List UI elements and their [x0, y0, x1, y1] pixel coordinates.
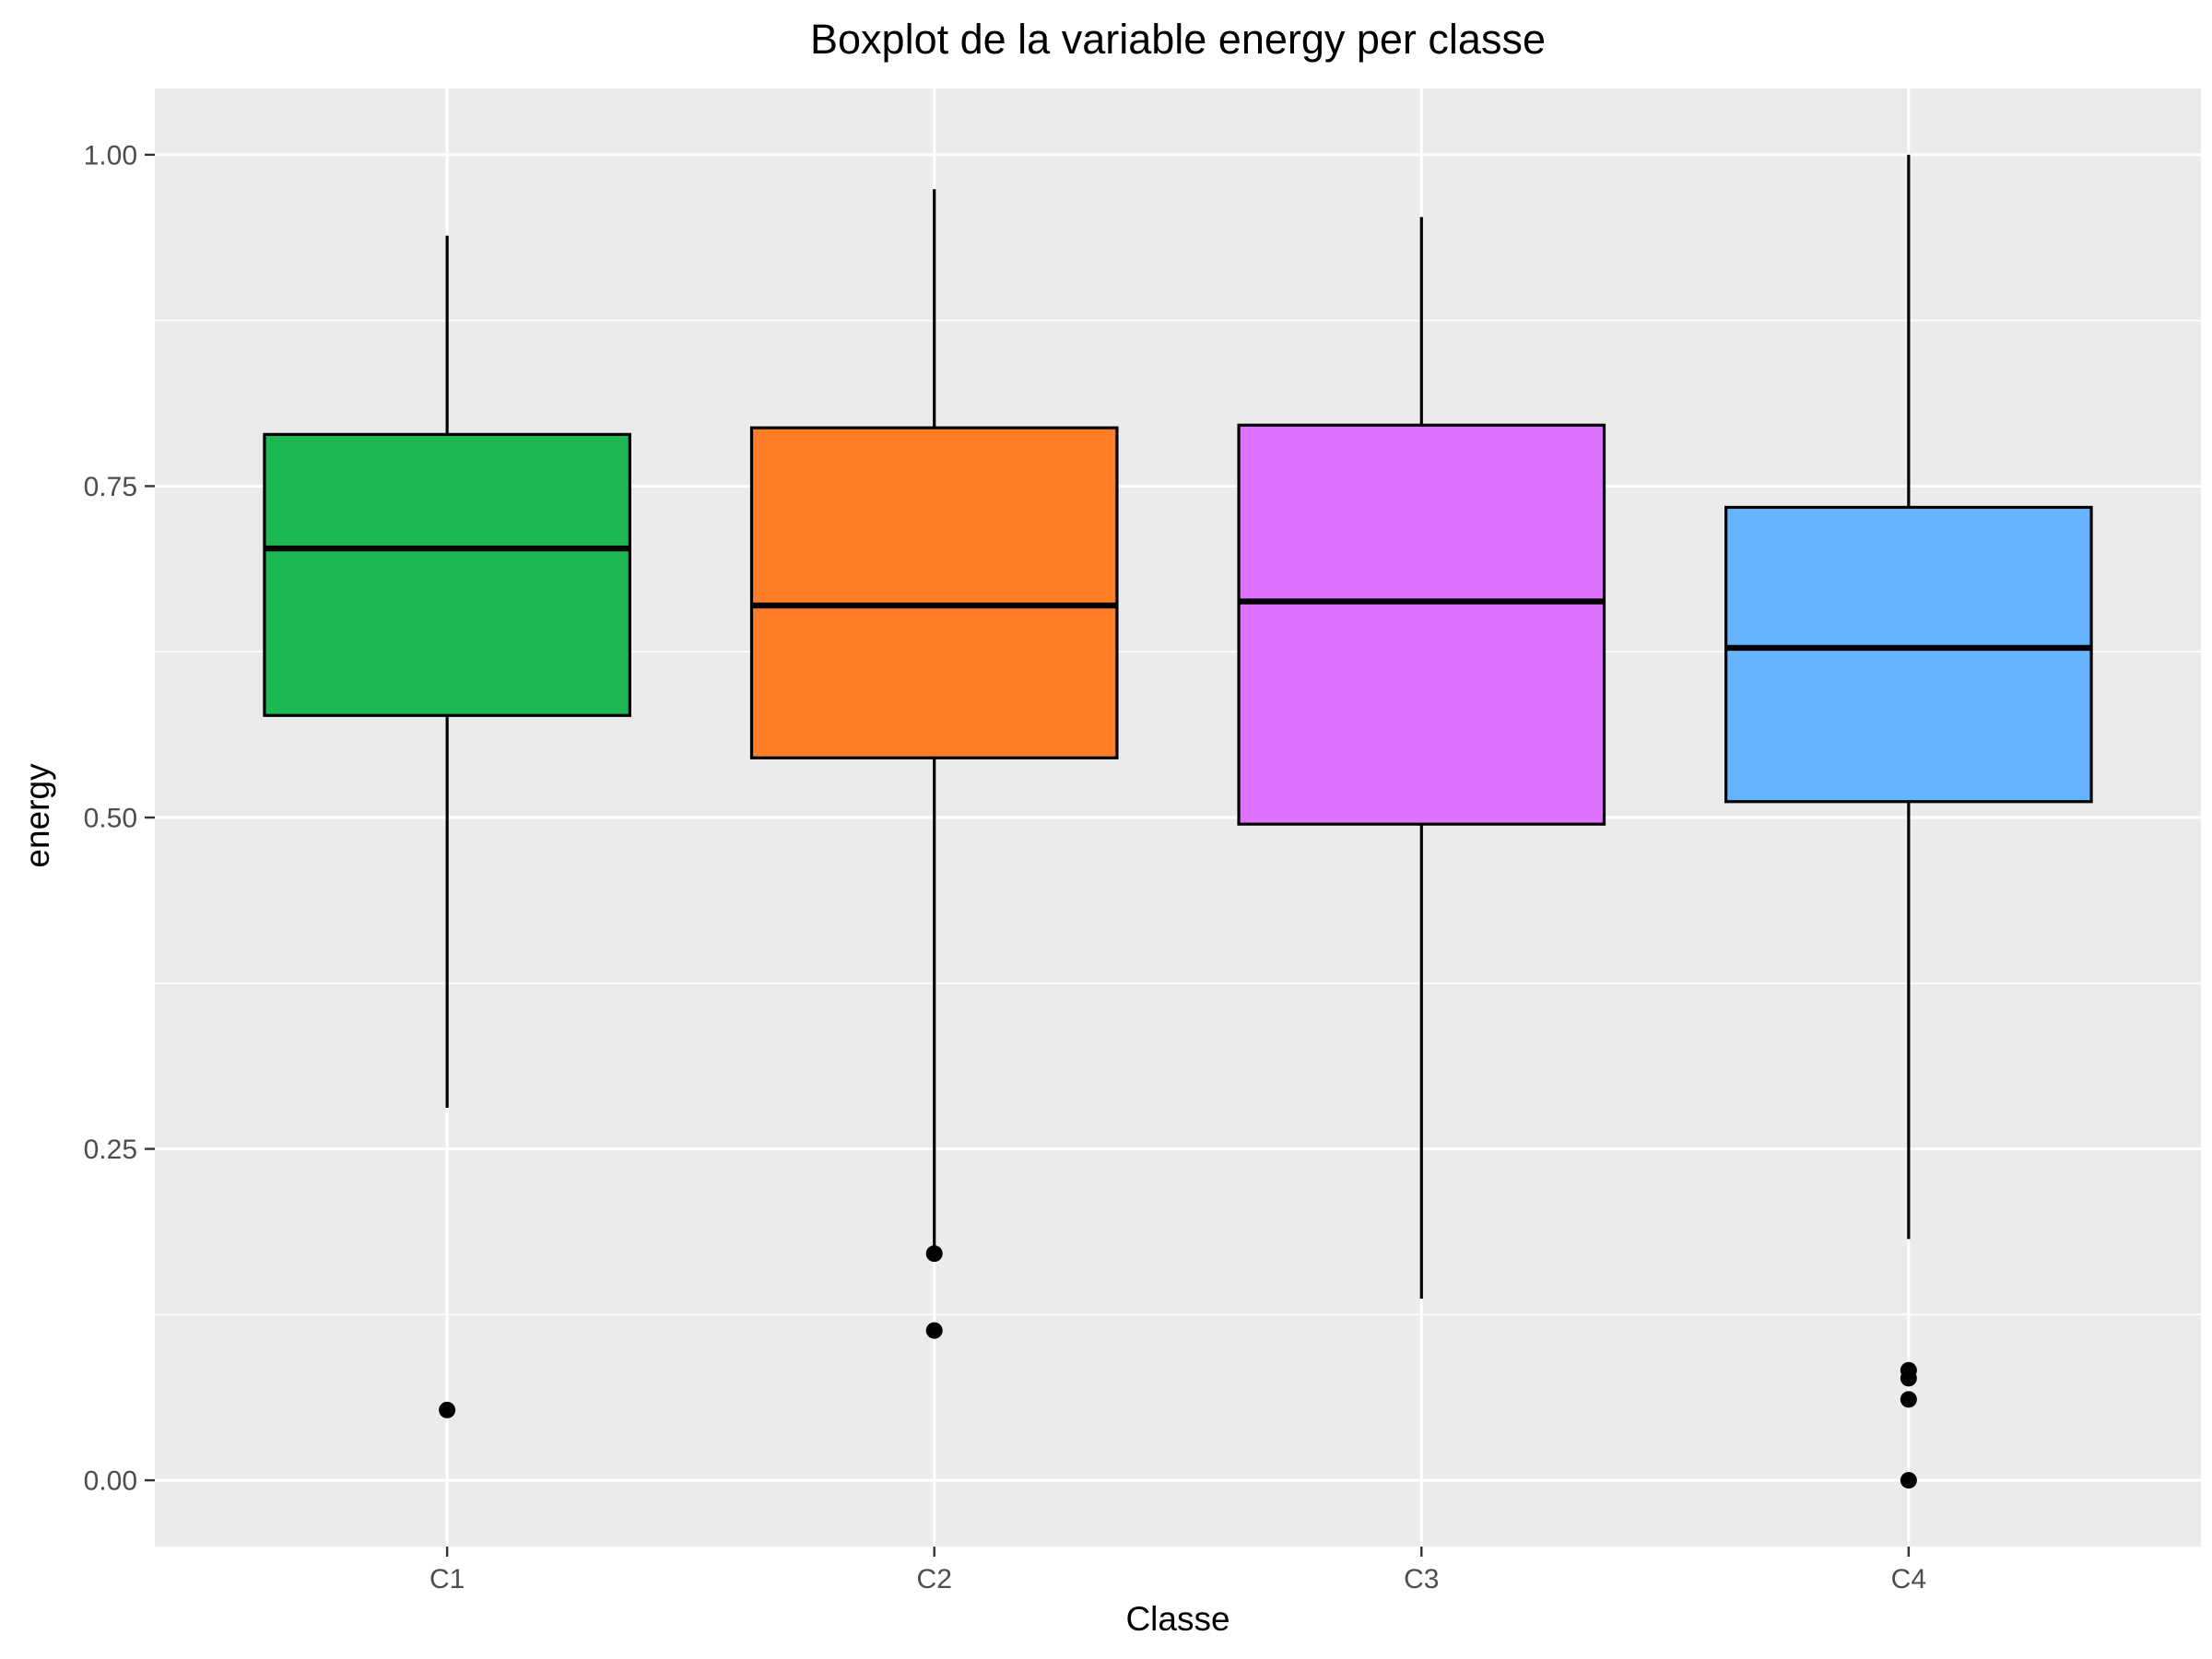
chart-title: Boxplot de la variable energy per classe [810, 16, 1546, 63]
outlier-point [925, 1322, 943, 1339]
box-c1 [263, 235, 631, 1418]
iqr-box [1724, 505, 2093, 804]
iqr-box [749, 426, 1119, 759]
iqr-box [1237, 423, 1606, 826]
plot-panel [155, 88, 2201, 1547]
outlier-point [1900, 1370, 1917, 1387]
outlier-point [1900, 1391, 1917, 1408]
outlier-point [1900, 1472, 1917, 1489]
y-tick-label: 0.75 [84, 472, 137, 502]
iqr-box [263, 432, 631, 717]
y-tick-label: 0.00 [84, 1466, 137, 1497]
y-tick-label: 0.50 [84, 804, 137, 834]
box-c4 [1724, 154, 2093, 1489]
axes-layer: 0.00 0.25 0.50 0.75 1.00 C1 C2 C3 C4 [84, 140, 1926, 1594]
x-tick-label: C3 [1404, 1564, 1439, 1594]
x-axis-title: Classe [1125, 1600, 1230, 1638]
y-axis-title: energy [18, 763, 56, 868]
x-tick-label: C4 [1891, 1564, 1926, 1594]
box-c2 [749, 189, 1119, 1339]
outlier-point [925, 1245, 943, 1263]
x-tick-label: C2 [917, 1564, 952, 1594]
box-c3 [1237, 217, 1606, 1300]
box-layer [263, 154, 2093, 1489]
y-tick-label: 1.00 [84, 140, 137, 171]
x-tick-label: C1 [429, 1564, 465, 1594]
y-tick-label: 0.25 [84, 1135, 137, 1165]
outlier-point [439, 1401, 456, 1418]
